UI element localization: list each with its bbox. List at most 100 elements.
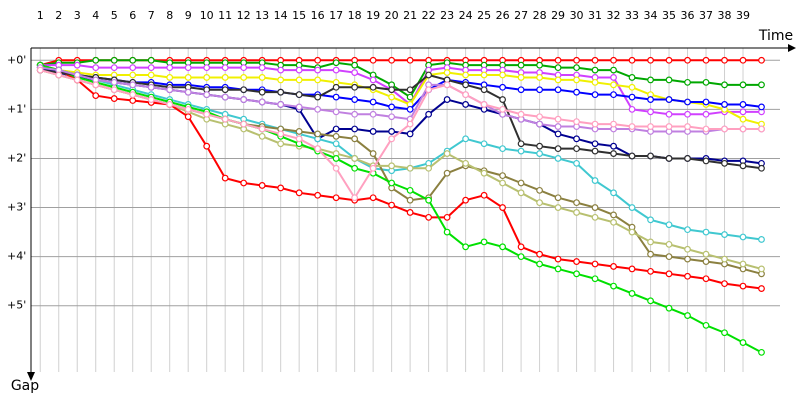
- series-marker: [166, 101, 174, 108]
- series-marker: [536, 199, 543, 207]
- series-marker: [499, 179, 506, 187]
- series-marker: [758, 265, 765, 273]
- series-marker: [628, 74, 636, 81]
- series-marker: [554, 64, 562, 72]
- series-marker: [739, 339, 747, 346]
- series-marker: [573, 258, 580, 265]
- series-marker: [610, 263, 617, 270]
- series-marker: [314, 56, 322, 64]
- series-marker: [536, 61, 543, 69]
- series-line: [39, 64, 762, 241]
- series-marker: [295, 189, 303, 197]
- series-marker: [314, 93, 322, 101]
- series-marker: [110, 95, 118, 102]
- series-marker: [332, 194, 340, 202]
- series-marker: [517, 243, 525, 251]
- series-marker: [554, 265, 562, 273]
- x-tick-label: 31: [588, 9, 602, 22]
- series-marker: [425, 213, 433, 221]
- series-marker: [277, 101, 285, 108]
- series-marker: [221, 174, 229, 182]
- series-marker: [147, 56, 155, 64]
- series-marker: [684, 98, 691, 106]
- series-marker: [332, 164, 340, 172]
- y-tick-label: +0': [7, 53, 26, 66]
- series-marker: [647, 238, 654, 246]
- series-marker: [702, 157, 710, 165]
- series-layer: [36, 56, 765, 356]
- x-tick-label: 13: [255, 9, 269, 22]
- series-marker: [369, 83, 377, 91]
- series-marker: [758, 103, 765, 111]
- series-marker: [203, 110, 211, 118]
- series-marker: [739, 125, 747, 133]
- x-tick-label: 6: [129, 9, 136, 22]
- series-marker: [166, 64, 174, 72]
- series-marker: [388, 93, 396, 101]
- series-marker: [517, 110, 525, 118]
- series-marker: [240, 96, 248, 103]
- series-marker: [702, 125, 710, 133]
- series-marker: [739, 81, 747, 89]
- series-marker: [462, 101, 470, 108]
- series-marker: [702, 275, 710, 283]
- series-marker: [92, 56, 100, 64]
- series-marker: [332, 59, 340, 67]
- series-marker: [739, 233, 747, 241]
- series-marker: [628, 290, 636, 297]
- x-axis-title: Time: [758, 28, 793, 44]
- series-marker: [480, 101, 488, 108]
- series-marker: [554, 155, 562, 162]
- series-marker: [388, 135, 396, 143]
- series-marker: [73, 61, 81, 69]
- series-marker: [203, 91, 211, 99]
- series-marker: [332, 125, 340, 133]
- series-marker: [739, 115, 747, 123]
- series-marker: [573, 209, 580, 216]
- series-marker: [480, 86, 488, 94]
- series-marker: [55, 71, 63, 79]
- series-marker: [369, 150, 377, 157]
- series-marker: [406, 93, 414, 101]
- series-marker: [628, 56, 636, 64]
- series-marker: [203, 64, 211, 72]
- series-marker: [573, 64, 580, 72]
- series-marker: [610, 91, 617, 99]
- x-tick-label: 34: [644, 9, 658, 22]
- series-marker: [684, 123, 691, 130]
- series-marker: [462, 81, 470, 89]
- x-tick-label: 27: [514, 9, 528, 22]
- series-marker: [610, 282, 617, 290]
- x-tick-label: 38: [718, 9, 732, 22]
- series-marker: [647, 123, 654, 130]
- series-marker: [388, 86, 396, 94]
- series-marker: [184, 64, 192, 72]
- series-marker: [147, 83, 155, 91]
- series-marker: [647, 267, 654, 275]
- series-marker: [721, 231, 728, 238]
- series-marker: [628, 93, 636, 101]
- series-marker: [517, 140, 525, 148]
- series-marker: [554, 86, 562, 94]
- series-marker: [610, 74, 617, 81]
- series-marker: [406, 209, 414, 216]
- series-marker: [591, 260, 599, 268]
- series-marker: [554, 145, 562, 153]
- x-tick-label: 15: [292, 9, 306, 22]
- series-marker: [628, 105, 636, 113]
- series-marker: [129, 64, 137, 72]
- series-line: [39, 64, 762, 354]
- series-marker: [388, 113, 396, 121]
- series-marker: [610, 150, 617, 157]
- series-marker: [554, 115, 562, 123]
- series-marker: [536, 250, 543, 258]
- x-tick-label: 32: [607, 9, 621, 22]
- series-marker: [314, 105, 322, 113]
- series-marker: [499, 172, 506, 180]
- series-marker: [295, 135, 303, 143]
- series-marker: [110, 78, 118, 86]
- series-marker: [406, 130, 414, 138]
- series-marker: [147, 96, 155, 103]
- series-marker: [388, 103, 396, 111]
- series-marker: [721, 81, 728, 89]
